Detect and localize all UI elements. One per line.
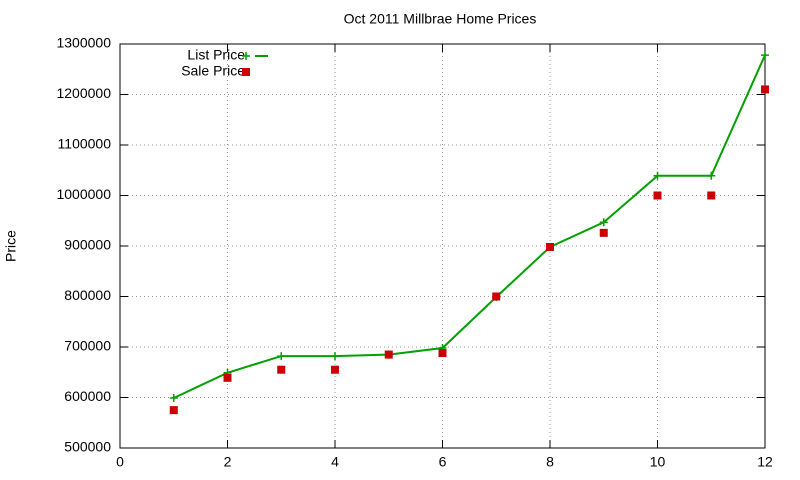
y-tick-label: 1300000 [56,35,111,51]
x-tick-label: 12 [757,454,773,470]
x-tick-label: 0 [116,454,124,470]
point [599,228,608,237]
point [761,85,769,94]
point [707,171,716,180]
x-tick-label: 8 [546,454,554,470]
point [546,243,554,252]
y-tick-label: 1200000 [56,85,111,101]
legend-marker [242,68,250,76]
point [277,352,286,361]
y-tick-label: 1000000 [56,186,111,202]
series-line [173,54,766,399]
chart-title: Oct 2011 Millbrae Home Prices [344,11,537,27]
point [331,352,339,361]
point [653,171,662,180]
point [761,51,769,60]
y-tick-label: 700000 [64,338,111,354]
x-tick-label: 4 [331,454,339,470]
point [653,191,662,200]
y-tick-label: 600000 [64,388,111,404]
point [331,365,339,374]
x-tick-label: 2 [224,454,232,470]
point [599,218,608,227]
point [277,365,286,374]
point [707,191,716,200]
legend-label: List Price [187,47,245,63]
y-tick-label: 1100000 [58,136,112,152]
point [242,52,250,60]
y-tick-label: 500000 [64,439,111,455]
point [169,406,178,415]
y-tick-label: 800000 [64,287,111,303]
point [223,373,232,382]
point [169,394,178,403]
x-tick-label: 6 [439,454,447,470]
point [384,350,393,359]
point [492,292,501,301]
legend-label: Sale Price [181,63,245,79]
x-tick-label: 10 [650,454,666,470]
y-tick-label: 900000 [64,237,111,253]
y-axis-label: Price [3,230,19,262]
point [438,349,447,358]
